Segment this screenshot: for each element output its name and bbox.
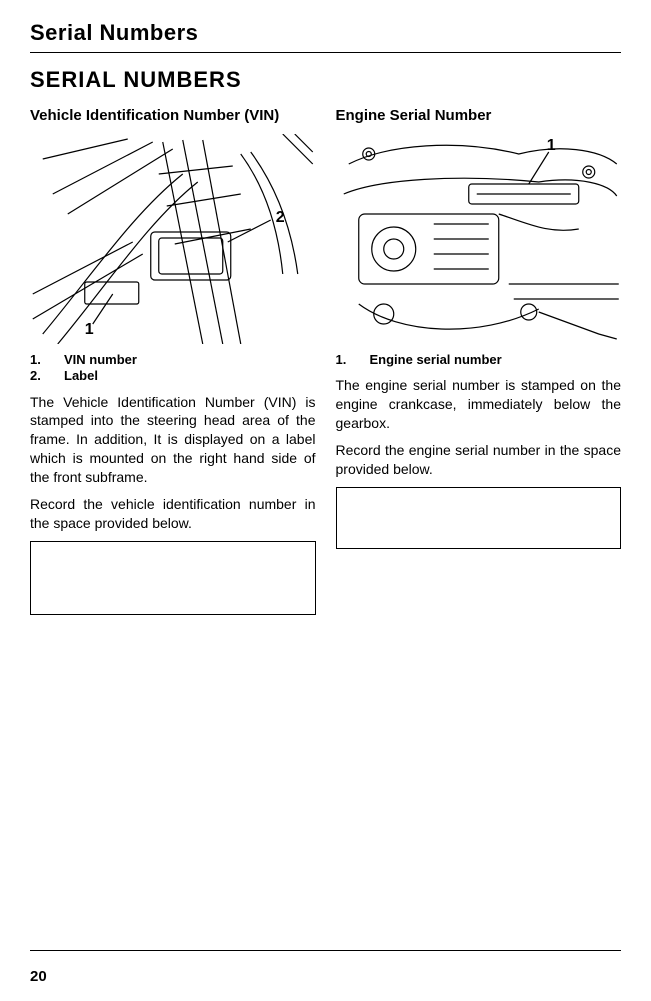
vin-paragraph: The Vehicle Identification Number (VIN) …	[30, 393, 316, 487]
vin-heading: Vehicle Identification Number (VIN)	[30, 107, 316, 124]
esn-caption-row: 1. Engine serial number	[336, 352, 622, 368]
page: Serial Numbers SERIAL NUMBERS Vehicle Id…	[0, 0, 651, 1001]
vin-caption-row: 2. Label	[30, 368, 316, 384]
page-number: 20	[30, 968, 47, 985]
esn-caption-list: 1. Engine serial number	[336, 352, 622, 368]
section-title: SERIAL NUMBERS	[30, 67, 621, 93]
top-rule	[30, 52, 621, 53]
vin-record-box	[30, 541, 316, 615]
vin-caption-row: 1. VIN number	[30, 352, 316, 368]
two-column-layout: Vehicle Identification Number (VIN)	[30, 107, 621, 615]
footer-rule	[30, 950, 621, 951]
left-column: Vehicle Identification Number (VIN)	[30, 107, 316, 615]
running-head: Serial Numbers	[30, 20, 621, 46]
esn-caption-label: Engine serial number	[370, 352, 502, 368]
vin-callout-1-label: 1	[85, 321, 94, 338]
vin-caption-list: 1. VIN number 2. Label	[30, 352, 316, 385]
esn-paragraph: The engine serial number is stamped on t…	[336, 376, 622, 433]
esn-caption-num: 1.	[336, 352, 370, 368]
vin-record-instruction: Record the vehicle identification number…	[30, 495, 316, 533]
esn-figure: 1	[336, 134, 622, 344]
esn-callout-1-label: 1	[546, 137, 555, 154]
vin-caption-label: Label	[64, 368, 98, 384]
vin-figure: 1 2	[30, 134, 316, 344]
esn-heading: Engine Serial Number	[336, 107, 622, 124]
vin-callout-2-label: 2	[276, 209, 285, 226]
vin-caption-label: VIN number	[64, 352, 137, 368]
vin-caption-num: 1.	[30, 352, 64, 368]
esn-record-instruction: Record the engine serial number in the s…	[336, 441, 622, 479]
esn-record-box	[336, 487, 622, 549]
right-column: Engine Serial Number	[336, 107, 622, 615]
vin-caption-num: 2.	[30, 368, 64, 384]
